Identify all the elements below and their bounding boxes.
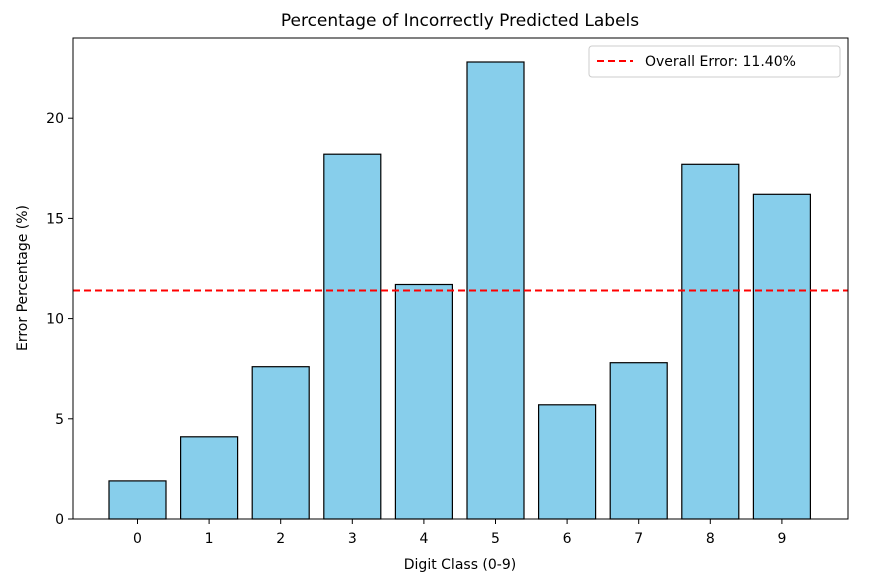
bar-digit-2 <box>251 366 310 520</box>
legend-label: Overall Error: 11.40% <box>645 54 796 70</box>
legend: Overall Error: 11.40% <box>588 45 841 78</box>
chart-title: Percentage of Incorrectly Predicted Labe… <box>281 11 639 31</box>
bar-digit-1 <box>180 436 239 520</box>
x-tick-label: 1 <box>205 531 214 547</box>
x-tick-label: 9 <box>777 531 786 547</box>
y-axis-label: Error Percentage (%) <box>15 205 31 351</box>
bar-digit-7 <box>609 362 668 520</box>
plot-area-frame <box>72 37 849 520</box>
x-ticks: 0 1 2 3 4 5 6 7 8 9 <box>133 519 786 547</box>
x-tick-label: 8 <box>706 531 715 547</box>
x-tick-label: 7 <box>634 531 643 547</box>
bar-digit-6 <box>537 404 597 520</box>
bar-digit-9 <box>752 193 812 520</box>
y-ticks: 0 5 10 15 20 <box>46 111 73 528</box>
y-tick-label: 20 <box>46 111 64 127</box>
y-tick-label: 15 <box>46 211 64 227</box>
x-axis-label: Digit Class (0-9) <box>404 557 516 573</box>
legend-box <box>588 45 841 78</box>
bar-digit-4 <box>394 283 453 520</box>
x-tick-label: 3 <box>348 531 357 547</box>
x-tick-label: 0 <box>133 531 142 547</box>
bar-digit-3 <box>323 153 382 520</box>
bar-digit-8 <box>681 163 740 520</box>
x-tick-label: 4 <box>419 531 428 547</box>
x-tick-label: 6 <box>563 531 572 547</box>
y-tick-label: 10 <box>46 312 64 328</box>
y-tick-label: 0 <box>55 512 64 528</box>
x-tick-label: 2 <box>276 531 285 547</box>
x-tick-label: 5 <box>491 531 500 547</box>
bar-digit-0 <box>108 480 167 520</box>
bars-layer <box>108 61 812 520</box>
y-tick-label: 5 <box>55 412 64 428</box>
